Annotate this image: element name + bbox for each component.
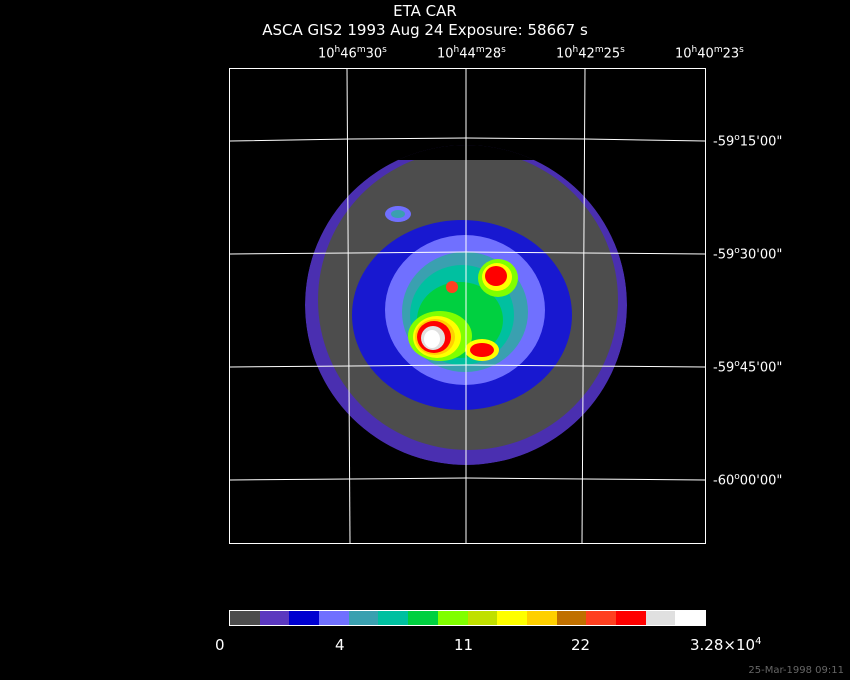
- xray-image: [305, 145, 627, 465]
- colorbar-label: 11: [454, 636, 474, 654]
- colorbar-swatch: [467, 611, 498, 625]
- colorbar-swatch: [408, 611, 438, 625]
- dec-label: -59o15'00": [713, 133, 783, 150]
- colorbar-swatch: [289, 611, 320, 625]
- coordinate-grid: [229, 67, 706, 544]
- colorbar-max-label: 3.28×104: [690, 636, 762, 654]
- colorbar-swatch: [615, 611, 646, 625]
- ra-label: 10h44m28s: [437, 45, 506, 62]
- observation-info: ASCA GIS2 1993 Aug 24 Exposure: 58667 s: [262, 21, 588, 39]
- colorbar-label: 0: [215, 636, 225, 654]
- dec-label: -59o30'00": [713, 246, 783, 263]
- ra-label: 10h42m25s: [556, 45, 625, 62]
- object-title: ETA CAR: [393, 2, 457, 20]
- colorbar-swatch: [230, 611, 260, 625]
- ra-label: 10h46m30s: [318, 45, 387, 62]
- colorbar-swatch: [586, 611, 616, 625]
- colorbar-swatch: [675, 611, 705, 625]
- colorbar-label: 4: [335, 636, 345, 654]
- ra-label: 10h40m23s: [675, 45, 744, 62]
- colorbar-swatch: [645, 611, 676, 625]
- colorbar: [229, 610, 706, 626]
- colorbar-label: 22: [571, 636, 591, 654]
- colorbar-swatch: [378, 611, 409, 625]
- colorbar-swatch: [556, 611, 587, 625]
- timestamp: 25-Mar-1998 09:11: [748, 665, 844, 676]
- colorbar-swatch: [319, 611, 349, 625]
- colorbar-swatch: [259, 611, 290, 625]
- colorbar-swatch: [497, 611, 527, 625]
- dec-label: -60o00'00": [713, 472, 783, 489]
- colorbar-swatch: [348, 611, 379, 625]
- dec-label: -59o45'00": [713, 359, 783, 376]
- colorbar-swatch: [437, 611, 468, 625]
- colorbar-swatch: [526, 611, 557, 625]
